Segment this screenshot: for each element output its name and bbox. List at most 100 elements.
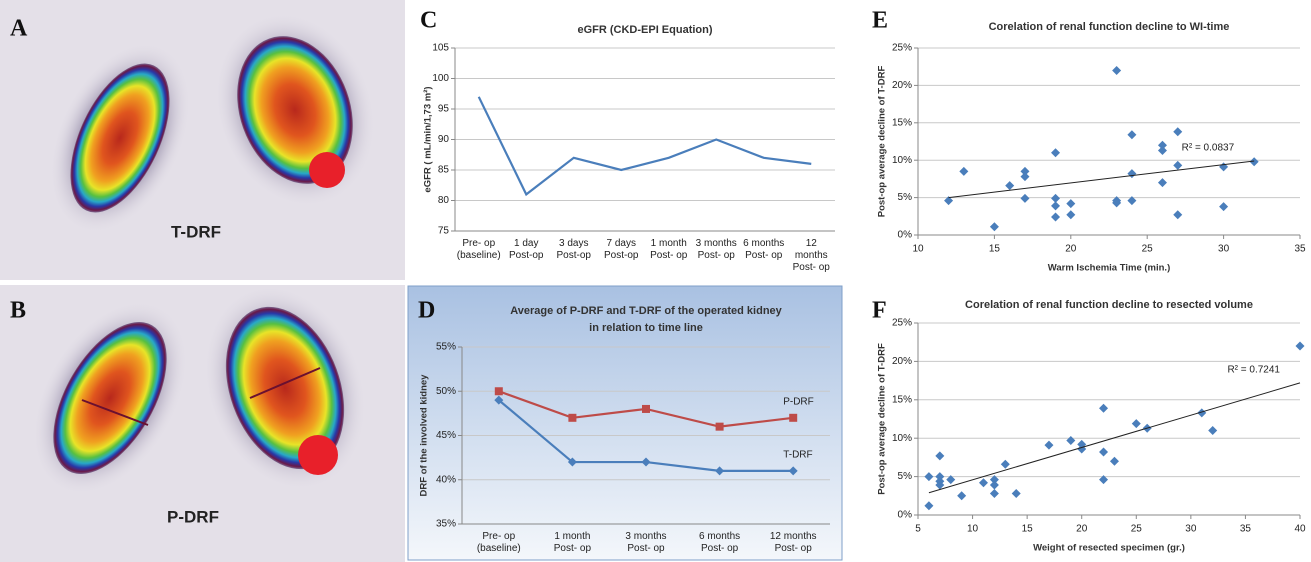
series-line — [479, 97, 812, 195]
x-tick-label-line: 12 months — [770, 531, 817, 542]
y-axis-label: Post-op average decline of T-DRF — [877, 343, 888, 495]
x-tick-label: 30 — [1185, 524, 1197, 535]
x-tick-label: 3 monthsPost- op — [625, 531, 666, 554]
y-axis-label: eGFR ( mL/min/1,73 m²) — [423, 86, 434, 192]
image-label: T-DRF — [171, 222, 221, 241]
scatter-point — [1012, 489, 1021, 498]
x-tick-label-line: (baseline) — [457, 250, 501, 261]
x-tick-label: 25 — [1131, 524, 1143, 535]
x-tick-label-line: 3 months — [625, 531, 666, 542]
x-tick-label-line: 3 days — [559, 238, 588, 249]
x-tick-label: 15 — [989, 244, 1001, 255]
scatter-point — [935, 451, 944, 460]
y-tick-label: 5% — [898, 471, 913, 482]
y-tick-label: 20% — [892, 80, 912, 91]
panel-letter: E — [872, 8, 888, 34]
x-tick-label: 20 — [1065, 244, 1077, 255]
point-marker — [716, 423, 724, 431]
chart-title: Average of P-DRF and T-DRF of the operat… — [510, 305, 782, 317]
scatter-point — [1020, 194, 1029, 203]
chart-title: Corelation of renal function decline to … — [989, 21, 1230, 33]
image-label: P-DRF — [167, 507, 219, 526]
y-tick-label: 90 — [438, 134, 450, 145]
y-tick-label: 75 — [438, 226, 450, 237]
y-tick-label: 100 — [432, 73, 449, 84]
scatter-point — [924, 501, 933, 510]
y-tick-label: 15% — [892, 394, 912, 405]
y-axis-label: DRF of the involved kidney — [419, 374, 430, 497]
scatter-point — [1158, 146, 1167, 155]
x-tick-label-line: Post- op — [698, 250, 736, 261]
x-tick-label-line: 3 months — [696, 238, 737, 249]
x-tick-label-line: 12 — [806, 238, 818, 249]
y-tick-label: 10% — [892, 155, 912, 166]
x-tick-label-line: Post-op — [604, 250, 639, 261]
scatter-point — [1001, 460, 1010, 469]
x-tick-label: 6 monthsPost- op — [699, 531, 740, 554]
x-tick-label: Pre- op(baseline) — [477, 531, 521, 554]
panel-letter: A — [10, 16, 28, 42]
scatter-point — [1158, 178, 1167, 187]
x-tick-label: Pre- op(baseline) — [457, 238, 501, 261]
x-tick-label-line: 6 months — [699, 531, 740, 542]
scatter-point — [1099, 404, 1108, 413]
scatter-point — [957, 491, 966, 500]
scatter-point — [990, 222, 999, 231]
scatter-point — [1044, 441, 1053, 450]
point-marker — [568, 414, 576, 422]
x-tick-label-line: Post-op — [509, 250, 544, 261]
x-tick-label-line: Post- op — [701, 543, 739, 554]
scatter-point — [1051, 213, 1060, 222]
x-tick-label: 1 monthPost- op — [650, 238, 688, 261]
x-tick-label-line: Post- op — [793, 262, 831, 273]
point-marker — [495, 387, 503, 395]
annotation: R² = 0.0837 — [1182, 143, 1235, 154]
x-tick-label: 10 — [967, 524, 979, 535]
y-tick-label: 55% — [436, 342, 456, 353]
x-tick-label-line: Pre- op — [462, 238, 495, 249]
x-tick-label: 35 — [1294, 244, 1306, 255]
x-tick-label: 10 — [912, 244, 924, 255]
point-marker — [789, 414, 797, 422]
x-tick-label-line: Post- op — [627, 543, 665, 554]
scatter-point — [979, 478, 988, 487]
scatter-point — [1173, 210, 1182, 219]
y-tick-label: 40% — [436, 474, 456, 485]
point-marker — [642, 405, 650, 413]
y-tick-label: 20% — [892, 356, 912, 367]
x-tick-label-line: 6 months — [743, 238, 784, 249]
y-tick-label: 45% — [436, 430, 456, 441]
chart-title: Corelation of renal function decline to … — [965, 299, 1253, 311]
y-tick-label: 15% — [892, 117, 912, 128]
scatter-point — [990, 489, 999, 498]
y-tick-label: 25% — [892, 318, 912, 329]
panel-letter: F — [872, 298, 887, 324]
panel-letter: B — [10, 298, 26, 324]
chart-title: in relation to time line — [589, 322, 703, 334]
scatter-point — [1020, 167, 1029, 176]
x-tick-label: 35 — [1240, 524, 1252, 535]
x-tick-label-line: Post- op — [775, 543, 813, 554]
scatter-point — [1066, 199, 1075, 208]
y-tick-label: 25% — [892, 43, 912, 54]
scatter-point — [1173, 127, 1182, 136]
figure: A T-DRF B P-DRF CeGFR (CKD-EPI Equation)… — [0, 0, 1311, 562]
x-tick-label-line: (baseline) — [477, 543, 521, 554]
x-tick-label: 5 — [915, 524, 921, 535]
x-tick-label: 25 — [1142, 244, 1154, 255]
chart-title: eGFR (CKD-EPI Equation) — [577, 24, 712, 36]
scatter-point — [1005, 181, 1014, 190]
x-tick-label-line: months — [795, 250, 828, 261]
x-tick-label-line: Post-op — [557, 250, 592, 261]
scatter-point — [1296, 342, 1305, 351]
trendline — [949, 161, 1255, 198]
x-tick-label-line: 1 day — [514, 238, 538, 249]
scatter-point — [1110, 457, 1119, 466]
